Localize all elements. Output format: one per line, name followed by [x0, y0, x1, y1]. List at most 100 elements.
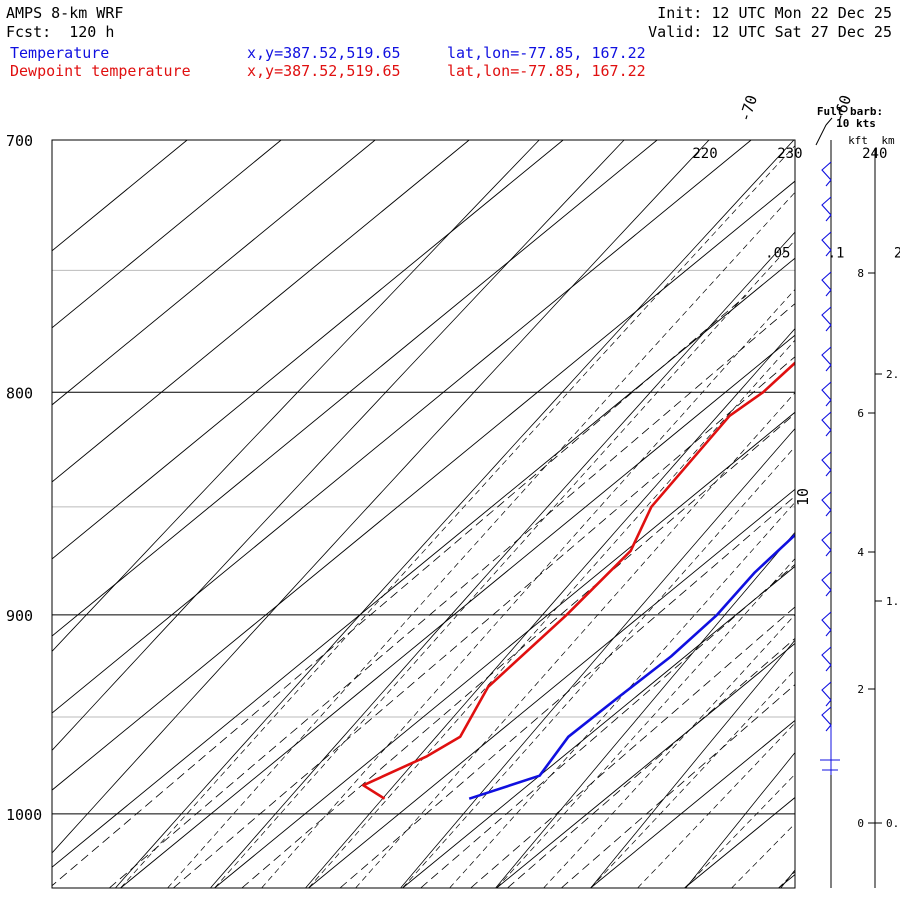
moist-adiabat [214, 239, 795, 888]
mixing-ratio-line [173, 356, 795, 888]
mixing-ratio-line [241, 413, 795, 888]
dry-adiabat [210, 231, 795, 888]
moist-adiabat [167, 191, 795, 888]
moist-adiabat [120, 145, 795, 888]
wind-barb [821, 681, 832, 707]
xy-dewpoint: x,y=387.52,519.65 [247, 62, 401, 80]
moist-adiabat [402, 446, 795, 888]
mixing-ratio-line [507, 637, 795, 888]
latlon-temperature: lat,lon=-77.85, 167.22 [447, 44, 646, 62]
theta-label: 220 [692, 146, 717, 162]
dry-adiabat [305, 328, 795, 888]
kft-tick-label: 8 [857, 267, 864, 280]
mixing-ratio-line [561, 684, 795, 888]
mixing-ratio-line [109, 303, 795, 888]
moist-adiabat [684, 773, 795, 888]
wind-barb [821, 451, 832, 477]
pressure-label: 1000 [6, 806, 42, 824]
moist-adiabat [261, 288, 795, 888]
mixing-ratio-label: .1 [828, 245, 845, 261]
isotherm [52, 140, 658, 637]
dry-adiabat [400, 428, 795, 888]
isotherm [52, 140, 188, 252]
wind-barb [821, 531, 832, 557]
valid-time: Valid: 12 UTC Sat 27 Dec 25 [648, 23, 892, 41]
mixing-ratio-line [470, 606, 795, 888]
mixing-ratio-line [420, 563, 795, 888]
isotherm [52, 140, 564, 560]
wind-barb [821, 571, 832, 597]
km-tick-label: 1. [886, 595, 899, 608]
wind-barb [821, 411, 832, 437]
moist-adiabat [590, 669, 795, 888]
wind-barb [821, 646, 832, 672]
wind-barb [821, 196, 832, 222]
mixing-ratio-line [339, 495, 795, 888]
kft-tick-label: 2 [857, 683, 864, 696]
barb-legend-sample [815, 117, 833, 146]
km-label: km [881, 134, 895, 147]
wind-barb [821, 231, 832, 257]
moist-adiabat [449, 501, 795, 888]
isotherm [402, 565, 795, 888]
barb-legend-speed: 10 kts [836, 117, 876, 130]
theta-label: 230 [777, 146, 802, 162]
mixing-ratio-label: .05 [765, 245, 790, 261]
legend-dewpoint: Dewpoint temperature [10, 62, 191, 80]
pressure-label: 900 [6, 607, 33, 625]
side-label: 10 [794, 488, 812, 506]
wind-barb [821, 706, 832, 732]
moist-adiabat [355, 392, 795, 888]
xy-temperature: x,y=387.52,519.65 [247, 44, 401, 62]
moist-adiabat [543, 614, 795, 888]
dry-adiabat [590, 639, 795, 888]
kft-tick-label: 0 [857, 817, 864, 830]
latlon-dewpoint: lat,lon=-77.85, 167.22 [447, 62, 646, 80]
wind-barb [821, 346, 832, 372]
temperature-profile [468, 533, 795, 800]
isotherm [120, 334, 795, 888]
init-time: Init: 12 UTC Mon 22 Dec 25 [657, 4, 892, 22]
isotherm [52, 140, 470, 483]
kft-tick-label: 4 [857, 546, 864, 559]
isotherm [52, 180, 795, 791]
legend-temperature: Temperature [10, 44, 110, 62]
pressure-label: 800 [6, 384, 33, 402]
isotherm [496, 642, 795, 888]
barb-legend-title: Full barb: [817, 105, 883, 118]
wind-barb [821, 271, 832, 297]
isotherm [684, 796, 795, 888]
isotherm [52, 257, 795, 868]
model-title: AMPS 8-km WRF [6, 4, 124, 22]
dry-adiabat [115, 140, 795, 888]
wind-barb [820, 725, 840, 775]
isotherm [590, 719, 795, 888]
pressure-label: 700 [6, 132, 33, 150]
dry-adiabat [685, 751, 795, 888]
isotherm [52, 140, 752, 714]
dry-adiabat [52, 140, 625, 751]
wind-barb [821, 611, 832, 637]
forecast-hour: Fcst: 120 h [6, 23, 115, 41]
km-tick-label: 0. [886, 817, 899, 830]
moist-adiabat [308, 339, 795, 888]
mixing-ratio-label: 2 [894, 245, 900, 261]
km-tick-label: 2. [886, 368, 899, 381]
kft-tick-label: 6 [857, 407, 864, 420]
kft-label: kft [848, 134, 868, 147]
isotherm [52, 140, 282, 329]
isotherm [52, 140, 376, 406]
isotherm [308, 488, 795, 888]
isotherm-label: -70 [736, 93, 761, 124]
dry-adiabat [52, 140, 710, 854]
wind-barb [821, 491, 832, 517]
plot-frame [51, 139, 796, 889]
wind-barb [821, 381, 832, 407]
wind-barb [821, 306, 832, 332]
wind-barb [821, 161, 832, 187]
mixing-ratio-line [52, 295, 747, 887]
dry-adiabat [52, 140, 540, 652]
isotherm [214, 411, 795, 888]
dewpoint-profile [361, 361, 795, 800]
